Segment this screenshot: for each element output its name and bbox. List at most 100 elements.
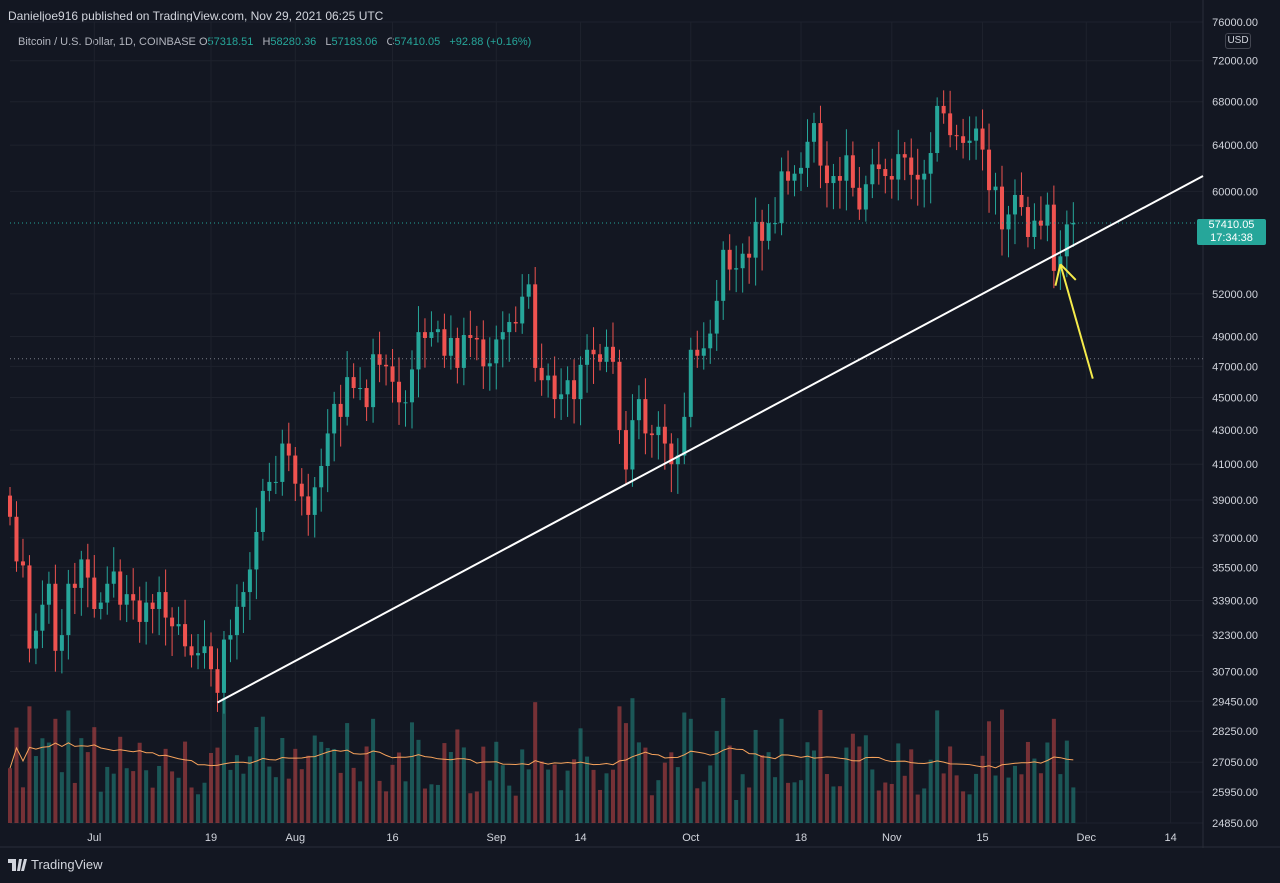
- volume-bar: [299, 769, 304, 823]
- volume-bar: [377, 780, 382, 823]
- x-tick-label: Jul: [87, 832, 101, 844]
- volume-bar: [844, 747, 849, 823]
- candle-body: [1025, 207, 1030, 237]
- volume-bar: [280, 738, 285, 823]
- candle-body: [779, 171, 784, 224]
- last-price-value: 57410.05: [1208, 219, 1255, 231]
- x-tick-label: 19: [205, 832, 217, 844]
- y-tick-label: 72000.00: [1212, 56, 1258, 68]
- candle-body: [118, 571, 123, 605]
- volume-bar: [448, 751, 453, 823]
- volume-bar: [66, 710, 71, 823]
- currency-button[interactable]: USD: [1225, 33, 1251, 49]
- candle-body: [442, 329, 447, 356]
- candle-body: [1058, 256, 1063, 271]
- candle-body: [7, 495, 13, 517]
- x-tick-label: 16: [386, 832, 398, 844]
- volume-bar: [293, 748, 298, 823]
- volume-bar: [72, 782, 77, 823]
- volume-bar: [876, 790, 881, 823]
- candle-body: [338, 403, 343, 417]
- candle-body: [487, 363, 492, 367]
- candle-body: [598, 354, 603, 362]
- candle-body: [967, 140, 972, 143]
- candle-body: [844, 155, 849, 181]
- candle-body: [922, 173, 927, 180]
- candle-body: [377, 354, 382, 365]
- volume-bar: [111, 773, 116, 823]
- volume-bar: [1045, 742, 1050, 823]
- candle-body: [708, 333, 713, 349]
- volume-bar: [53, 718, 58, 823]
- low-label: L: [325, 36, 332, 48]
- volume-bar: [241, 773, 246, 823]
- candle-body: [358, 388, 363, 390]
- candle-body: [33, 630, 38, 649]
- candle-body: [1006, 214, 1011, 230]
- volume-bar: [941, 773, 946, 823]
- volume-bar: [384, 791, 389, 823]
- volume-bar: [345, 723, 350, 823]
- candle-body: [1038, 220, 1043, 226]
- candle-body: [494, 339, 499, 364]
- candle-body: [1064, 224, 1069, 257]
- candle-body: [241, 592, 246, 607]
- symbol-legend: Bitcoin / U.S. Dollar, 1D, COINBASE O573…: [18, 36, 537, 48]
- candle-body: [325, 433, 330, 466]
- candle-body: [546, 375, 551, 381]
- volume-bar: [649, 795, 654, 823]
- volume-bar: [157, 765, 162, 823]
- candle-body: [604, 346, 609, 362]
- volume-bar: [682, 712, 687, 823]
- candle-body: [481, 339, 486, 367]
- volume-bar: [974, 773, 979, 823]
- candle-body: [435, 329, 440, 333]
- open-value: 57318.51: [207, 36, 254, 48]
- volume-bar: [805, 742, 810, 823]
- candle-body: [196, 653, 201, 656]
- y-tick-label: 49000.00: [1212, 331, 1258, 343]
- support-trendline: [217, 175, 1204, 704]
- volume-bar: [1019, 774, 1024, 823]
- volume-bar: [435, 784, 440, 823]
- volume-ma-line: [9, 742, 1074, 769]
- footer-brand[interactable]: TradingView: [8, 857, 103, 872]
- volume-bar: [987, 721, 992, 823]
- candle-body: [786, 171, 791, 181]
- volume-bar: [636, 742, 641, 823]
- volume-bar: [850, 733, 855, 823]
- y-tick-label: 28250.00: [1212, 726, 1258, 738]
- candle-body: [85, 559, 90, 578]
- volume-bar: [215, 747, 220, 823]
- volume-bar: [818, 709, 823, 823]
- candle-body: [306, 496, 311, 515]
- volume-bar: [221, 698, 226, 823]
- volume-bar: [662, 762, 667, 823]
- volume-bar: [747, 787, 752, 823]
- volume-bar: [623, 723, 628, 823]
- symbol-name: Bitcoin / U.S. Dollar, 1D, COINBASE: [18, 36, 196, 48]
- volume-bar: [98, 791, 103, 823]
- volume-bar: [183, 741, 188, 823]
- candle-body: [526, 284, 531, 297]
- x-tick-label: Oct: [682, 832, 699, 844]
- candle-body: [273, 481, 278, 483]
- candle-body: [662, 426, 667, 444]
- candle-body: [474, 337, 479, 340]
- high-value: 58280.36: [270, 36, 317, 48]
- candle-body: [649, 433, 654, 436]
- volume-bar: [520, 749, 525, 823]
- volume-bar: [79, 738, 84, 823]
- candle-body: [105, 583, 110, 603]
- candle-body: [999, 186, 1005, 230]
- y-tick-label: 68000.00: [1212, 97, 1258, 109]
- volume-bar: [247, 756, 252, 823]
- volume-bar: [546, 769, 551, 823]
- volume-bar: [734, 799, 739, 823]
- candle-body: [27, 565, 32, 649]
- x-tick-label: Aug: [285, 832, 305, 844]
- y-tick-label: 52000.00: [1212, 289, 1258, 301]
- candle-body: [520, 296, 525, 324]
- candle-body: [371, 354, 376, 408]
